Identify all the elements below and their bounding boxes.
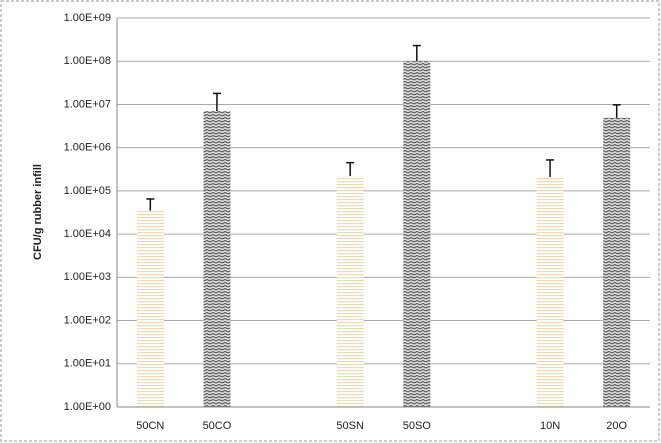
- bar: [403, 61, 431, 407]
- x-tick-label: 20O: [606, 420, 627, 432]
- bar: [536, 176, 564, 407]
- y-tick-label: 1.00E+06: [64, 142, 111, 154]
- y-tick-label: 1.00E+04: [64, 228, 111, 240]
- x-tick-label: 10N: [540, 420, 560, 432]
- y-tick-label: 1.00E+07: [64, 98, 111, 110]
- bar: [136, 210, 164, 407]
- x-tick-label: 50CN: [136, 420, 164, 432]
- bar: [603, 117, 631, 407]
- y-tick-label: 1.00E+08: [64, 55, 111, 67]
- x-tick-label: 50CO: [203, 420, 232, 432]
- y-tick-label: 1.00E+01: [64, 358, 111, 370]
- x-tick-label: 50SO: [403, 420, 432, 432]
- y-tick-label: 1.00E+00: [64, 401, 111, 413]
- y-tick-label: 1.00E+09: [64, 12, 111, 24]
- bar: [336, 176, 364, 407]
- bar: [203, 111, 231, 407]
- y-tick-label: 1.00E+02: [64, 314, 111, 326]
- y-axis-label: CFU/g rubber infill: [32, 164, 44, 260]
- x-tick-label: 50SN: [336, 420, 364, 432]
- y-tick-label: 1.00E+03: [64, 271, 111, 283]
- y-tick-label: 1.00E+05: [64, 185, 111, 197]
